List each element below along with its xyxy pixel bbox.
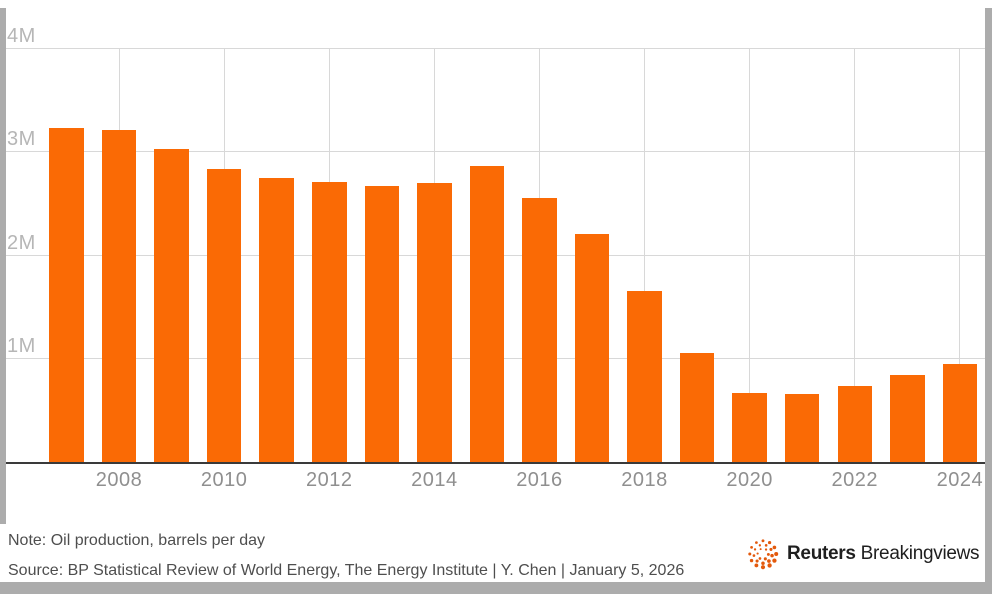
logo-text-reuters: Reuters [787,543,856,564]
bar-2011 [259,178,294,462]
gridline-vertical [959,47,961,462]
bar-2013 [364,185,400,462]
reuters-breakingviews-logo: Reuters Breakingviews [745,535,980,573]
y-tick-label: 3M [7,128,36,151]
bar-2008 [101,129,137,462]
x-tick-label: 2016 [516,469,563,491]
x-tick-label: 2008 [95,469,143,491]
bar-2021 [784,393,820,462]
gridline-horizontal [6,151,985,153]
gridline-horizontal [6,47,985,49]
y-tick-label: 4M [7,24,36,47]
x-tick-label: 2020 [726,469,773,491]
gridline-vertical [644,47,646,462]
reuters-logo-icon [748,539,779,570]
bar-2020 [732,392,767,462]
bar-2016 [522,197,557,462]
x-axis-line [6,462,985,464]
bottom-gray-bar [0,582,992,594]
bar-2009 [154,149,189,462]
gridline-vertical [854,47,856,462]
left-gray-strip [0,8,6,524]
chart-source: Source: BP Statistical Review of World E… [8,562,685,579]
bar-2022 [837,386,872,462]
chart-note: Note: Oil production, barrels per day [8,532,266,549]
bar-2023 [890,375,925,462]
right-gray-strip [985,8,992,582]
bar-2024 [942,363,978,462]
bar-2018 [627,291,662,462]
bar-2014 [417,183,452,462]
gridline-vertical [749,47,751,462]
bar-2017 [574,234,610,462]
logo-text-breakingviews: Breakingviews [860,543,980,564]
bar-chart-plot: 4M 3M 2M 1M [6,0,985,462]
x-tick-label: 2022 [831,469,878,491]
bar-2012 [312,182,347,462]
x-tick-label: 2018 [621,469,668,491]
x-tick-label: 2014 [411,469,458,491]
x-tick-label: 2012 [306,469,353,491]
bar-2007 [49,127,84,462]
bar-2019 [679,353,715,462]
x-tick-label: 2010 [200,469,248,491]
x-tick-label: 2024 [936,469,984,491]
y-tick-label: 1M [7,335,36,358]
bar-2010 [206,168,242,462]
bar-2015 [469,165,505,462]
y-tick-label: 2M [7,231,36,254]
